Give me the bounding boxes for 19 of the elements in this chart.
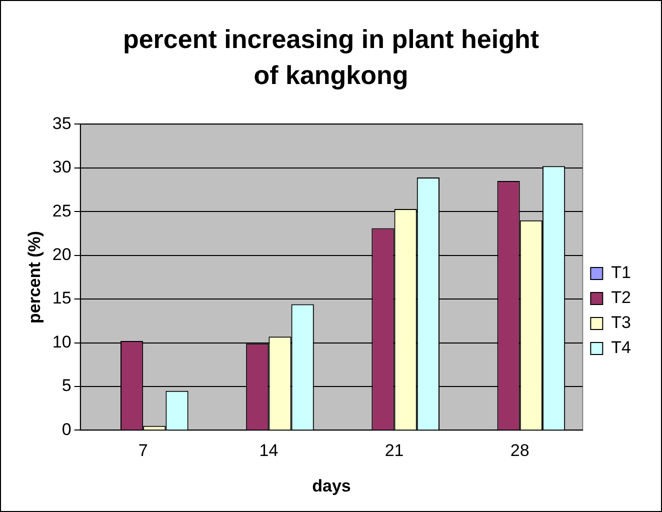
x-tick-label: 21: [384, 441, 404, 460]
chart-title: percent increasing in plant height of kangkong: [122, 23, 540, 92]
legend-label: T2: [611, 288, 632, 308]
x-tick-label: 7: [138, 441, 148, 460]
y-tick-label: 25: [52, 201, 72, 220]
y-tick-label: 10: [52, 332, 72, 352]
y-tick-label: 5: [62, 376, 72, 396]
x-tick-label: 14: [259, 441, 278, 460]
y-tick-label: 0: [62, 420, 72, 439]
legend-label: T1: [611, 263, 632, 282]
y-tick-label: 30: [52, 158, 72, 177]
x-axis-title: days: [312, 476, 351, 496]
y-tick-label: 20: [52, 245, 72, 264]
legend-label: T3: [611, 313, 632, 332]
x-tick-label: 28: [510, 441, 530, 460]
y-tick-label: 35: [52, 114, 72, 133]
legend-label: T4: [611, 338, 632, 358]
y-axis-title: percent (%): [24, 230, 44, 324]
y-tick-label: 15: [52, 288, 72, 308]
